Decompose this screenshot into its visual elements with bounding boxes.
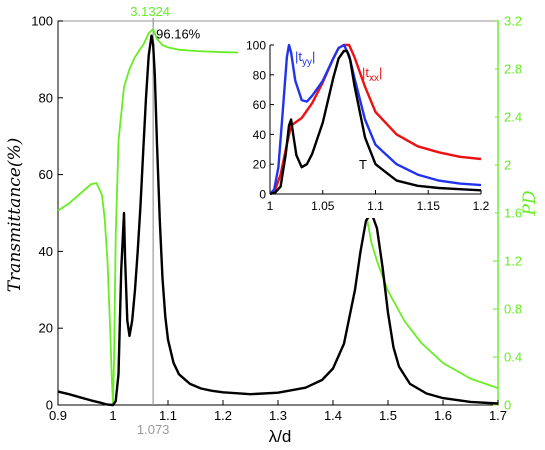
inset-txx-label-end: |	[379, 65, 382, 80]
y2-tick-label: 1.2	[504, 254, 522, 269]
peak-wavelength-label: 1.073	[137, 422, 170, 437]
y2-tick-label: 0	[504, 398, 511, 413]
y2-tick-label: 1.6	[504, 206, 522, 221]
x-tick-label: 1.3	[269, 408, 287, 423]
y2-tick-label: 3.2	[504, 14, 522, 29]
inset-y-tick-label: 100	[246, 39, 266, 53]
inset-txx-label-main: |t	[362, 65, 369, 80]
inset-tyy-label-end: |	[312, 49, 315, 64]
transmittance-peak-label: 96.16%	[156, 27, 201, 42]
inset-tyy-label-sub: yy	[302, 57, 312, 68]
y-tick-label: 20	[39, 321, 53, 336]
inset-y-tick-label: 20	[253, 158, 267, 172]
x-tick-label: 1.1	[159, 408, 177, 423]
pd-peak-label: 3.1324	[130, 4, 170, 19]
y2-tick-label: 0.4	[504, 350, 522, 365]
transmittance-series-line	[57, 34, 499, 407]
inset-txx-label: |txx|	[362, 65, 382, 84]
inset-x-tick-label: 1.1	[367, 199, 384, 213]
y2-tick-label: 2.4	[504, 110, 522, 125]
y-tick-label: 100	[31, 14, 53, 29]
inset-t-label-main: T	[359, 157, 367, 172]
y-tick-label: 80	[39, 90, 53, 105]
y-axis-label: Transmittance(%)	[5, 138, 25, 293]
inset-x-tick-label: 1.2	[473, 199, 490, 213]
inset-tyy-label: |tyy|	[295, 49, 315, 68]
inset-x-tick-label: 1.05	[311, 199, 335, 213]
inset-txx-label-sub: xx	[369, 73, 379, 84]
inset-y-tick-label: 80	[253, 68, 267, 82]
inset-tyy-label-main: |t	[295, 49, 302, 64]
inset-tyy-line	[269, 43, 482, 195]
x-tick-label: 1.4	[324, 408, 342, 423]
x-tick-label: 1.2	[214, 408, 232, 423]
y-tick-label: 40	[39, 244, 53, 259]
x-axis-label: λ/d	[269, 427, 292, 446]
x-tick-label: 1	[109, 408, 116, 423]
y2-tick-label: 2.8	[504, 62, 522, 77]
inset-x-tick-label: 1	[267, 199, 274, 213]
main-plot: 0.9 1 1.1 1.2 1.3 1.4 1.5 1.6 1.702040608010000.…	[5, 4, 540, 446]
y-tick-label: 60	[39, 167, 53, 182]
y2-axis-label: PD	[520, 190, 540, 216]
y2-tick-label: 2	[504, 158, 511, 173]
x-tick-label: 1.6	[434, 408, 452, 423]
inset-y-tick-label: 40	[253, 128, 267, 142]
y-tick-label: 0	[46, 398, 53, 413]
inset-t-label: T	[359, 157, 367, 172]
x-tick-label: 1.5	[379, 408, 397, 423]
y2-tick-label: 0.8	[504, 302, 522, 317]
inset-y-tick-label: 0	[259, 188, 266, 202]
x-tick-label: 1.7	[489, 408, 507, 423]
x-tick-label: 0.9	[49, 408, 67, 423]
inset-t-line	[269, 49, 482, 196]
inset-y-tick-label: 60	[253, 98, 267, 112]
inset-x-tick-label: 1.15	[417, 199, 441, 213]
pd-series-line	[57, 28, 499, 404]
